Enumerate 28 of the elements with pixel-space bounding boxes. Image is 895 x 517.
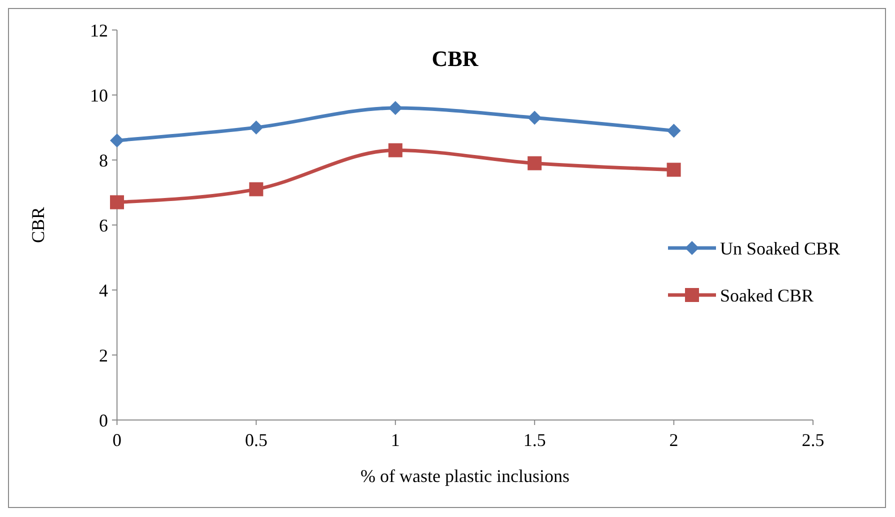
point (249, 182, 264, 196)
x-tick-label: 1.5 (523, 430, 546, 450)
y-tick-label: 10 (90, 85, 108, 106)
x-axis-title: % of waste plastic inclusions (360, 466, 570, 486)
x-tick-label: 0.5 (244, 430, 268, 450)
legend-label: Un Soaked CBR (720, 238, 840, 258)
y-tick-label: 12 (90, 20, 108, 40)
x-tick-label: 2 (669, 430, 678, 450)
y-tick-label: 8 (99, 150, 108, 170)
x-tick-label: 0 (112, 430, 122, 450)
x-tick-label: 1 (390, 430, 400, 450)
y-tick-label: 4 (99, 280, 108, 300)
legend-label: Soaked CBR (720, 285, 814, 306)
point (666, 124, 681, 138)
point (528, 156, 542, 170)
point (110, 195, 124, 210)
point (110, 134, 124, 148)
y-axis-title: CBR (28, 206, 48, 244)
point (528, 110, 542, 125)
y-tick-label: 2 (99, 345, 108, 366)
point (388, 143, 402, 158)
point (249, 120, 264, 134)
y-tick-label: 0 (99, 410, 108, 430)
point (388, 101, 402, 115)
point (666, 162, 681, 177)
x-tick-label: 2.5 (802, 430, 824, 450)
y-tick-label: 6 (99, 215, 108, 236)
text: CBR (432, 46, 480, 71)
